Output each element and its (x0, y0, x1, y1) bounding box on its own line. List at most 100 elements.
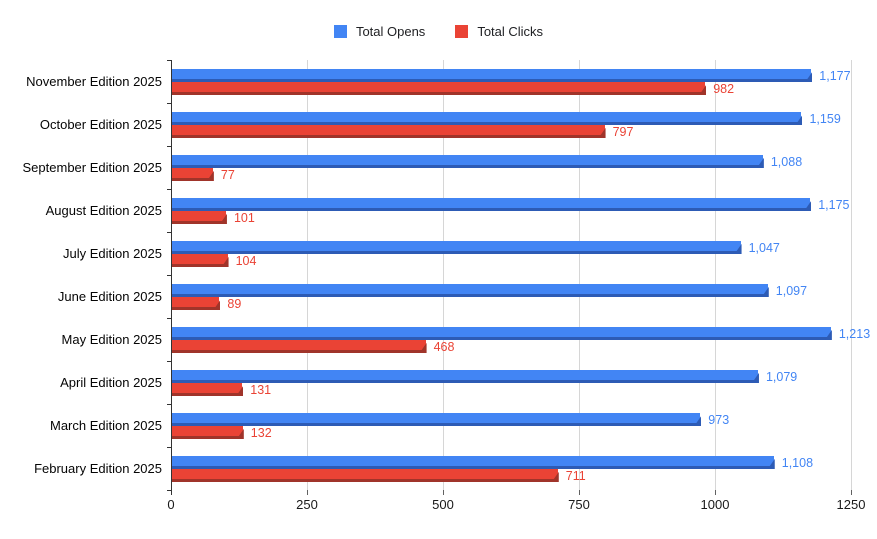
bar-body (171, 211, 226, 224)
value-label-total-opens: 1,047 (748, 240, 780, 255)
x-axis-tick-label: 1250 (836, 497, 866, 512)
y-axis-tick (167, 189, 171, 190)
legend-item-total-clicks[interactable]: Total Clicks (455, 24, 543, 39)
bar-body (171, 125, 605, 138)
bar-body (171, 370, 758, 383)
bar-total-clicks[interactable] (171, 383, 244, 396)
y-axis-tick (167, 232, 171, 233)
value-label-total-clicks: 711 (565, 468, 586, 483)
bar-body (171, 327, 831, 340)
category-label: February Edition 2025 (34, 461, 162, 476)
gridline (715, 60, 716, 490)
x-axis-tick (715, 490, 716, 495)
y-axis-tick (167, 318, 171, 319)
bar-body (171, 198, 811, 211)
x-axis-tick-label: 500 (432, 497, 454, 512)
y-axis-line (171, 60, 172, 495)
bar-body (171, 168, 213, 181)
category-label: May Edition 2025 (61, 332, 162, 347)
bar-body (171, 383, 243, 396)
bar-total-opens[interactable] (171, 155, 764, 168)
y-axis-tick (167, 146, 171, 147)
value-label-total-clicks: 101 (233, 210, 255, 225)
value-label-total-opens: 1,097 (775, 283, 808, 298)
value-label-total-clicks: 131 (250, 382, 272, 397)
value-label-total-clicks: 982 (713, 81, 735, 96)
bar-total-clicks[interactable] (171, 168, 214, 181)
y-axis-tick (167, 103, 171, 104)
bar-total-clicks[interactable] (171, 340, 427, 353)
y-axis-tick (167, 361, 171, 362)
legend: Total Opens Total Clicks (0, 24, 877, 39)
bar-body (171, 456, 774, 469)
category-label: July Edition 2025 (62, 246, 162, 261)
x-axis-tick-label: 1000 (700, 497, 730, 512)
category-label: November Edition 2025 (26, 74, 162, 89)
legend-swatch-clicks-icon (455, 25, 469, 38)
bar-total-clicks[interactable] (171, 426, 244, 439)
gridline (851, 60, 852, 490)
bar-total-opens[interactable] (171, 241, 742, 254)
bar-total-opens[interactable] (171, 413, 702, 426)
value-label-total-clicks: 77 (220, 167, 235, 182)
category-label: March Edition 2025 (49, 418, 162, 433)
value-label-total-clicks: 132 (250, 425, 272, 440)
bar-total-opens[interactable] (171, 69, 813, 82)
bar-end-bevel (805, 71, 813, 82)
category-label: September Edition 2025 (22, 160, 162, 175)
category-label: April Edition 2025 (60, 375, 162, 390)
y-axis-tick (167, 490, 171, 491)
legend-label-total-opens: Total Opens (355, 24, 426, 39)
bar-body (171, 469, 558, 482)
gridline (579, 60, 580, 490)
value-label-total-opens: 973 (708, 412, 730, 427)
x-axis-tick (851, 490, 852, 495)
legend-label-total-clicks: Total Clicks (477, 24, 544, 39)
bar-total-opens[interactable] (171, 456, 775, 469)
legend-item-total-opens[interactable]: Total Opens (333, 24, 426, 39)
bar-end-bevel (699, 84, 707, 95)
bar-end-bevel (795, 114, 803, 125)
value-label-total-clicks: 468 (433, 339, 455, 354)
y-axis-tick (167, 404, 171, 405)
category-label: October Edition 2025 (39, 117, 162, 132)
value-label-total-clicks: 89 (227, 296, 242, 311)
value-label-total-opens: 1,159 (809, 111, 841, 126)
legend-swatch-opens-icon (333, 25, 347, 38)
bar-total-opens[interactable] (171, 370, 759, 383)
y-axis-tick (167, 447, 171, 448)
value-label-total-opens: 1,213 (838, 326, 871, 341)
y-axis-tick (167, 60, 171, 61)
bar-total-opens[interactable] (171, 284, 769, 297)
x-axis-tick-label: 750 (568, 497, 590, 512)
y-axis-tick (167, 275, 171, 276)
bar-total-opens[interactable] (171, 198, 812, 211)
bar-total-clicks[interactable] (171, 211, 227, 224)
x-axis-tick (579, 490, 580, 495)
bar-body (171, 82, 706, 95)
category-label: June Edition 2025 (57, 289, 162, 304)
gridline (443, 60, 444, 490)
value-label-total-opens: 1,088 (770, 154, 803, 169)
bar-body (171, 284, 768, 297)
bar-body (171, 254, 228, 267)
bar-total-opens[interactable] (171, 112, 803, 125)
bar-total-clicks[interactable] (171, 469, 559, 482)
bar-body (171, 340, 426, 353)
bar-body (171, 155, 763, 168)
bar-total-clicks[interactable] (171, 297, 221, 310)
bar-total-clicks[interactable] (171, 254, 229, 267)
value-label-total-opens: 1,079 (765, 369, 798, 384)
bar-body (171, 297, 220, 310)
x-axis-tick-label: 0 (167, 497, 175, 512)
value-label-total-opens: 1,108 (781, 455, 814, 470)
bar-body (171, 413, 701, 426)
gridline (307, 60, 308, 490)
bar-body (171, 426, 243, 439)
bar-total-clicks[interactable] (171, 82, 707, 95)
value-label-total-clicks: 104 (235, 253, 257, 268)
bar-total-clicks[interactable] (171, 125, 606, 138)
bar-total-opens[interactable] (171, 327, 832, 340)
bar-body (171, 112, 802, 125)
